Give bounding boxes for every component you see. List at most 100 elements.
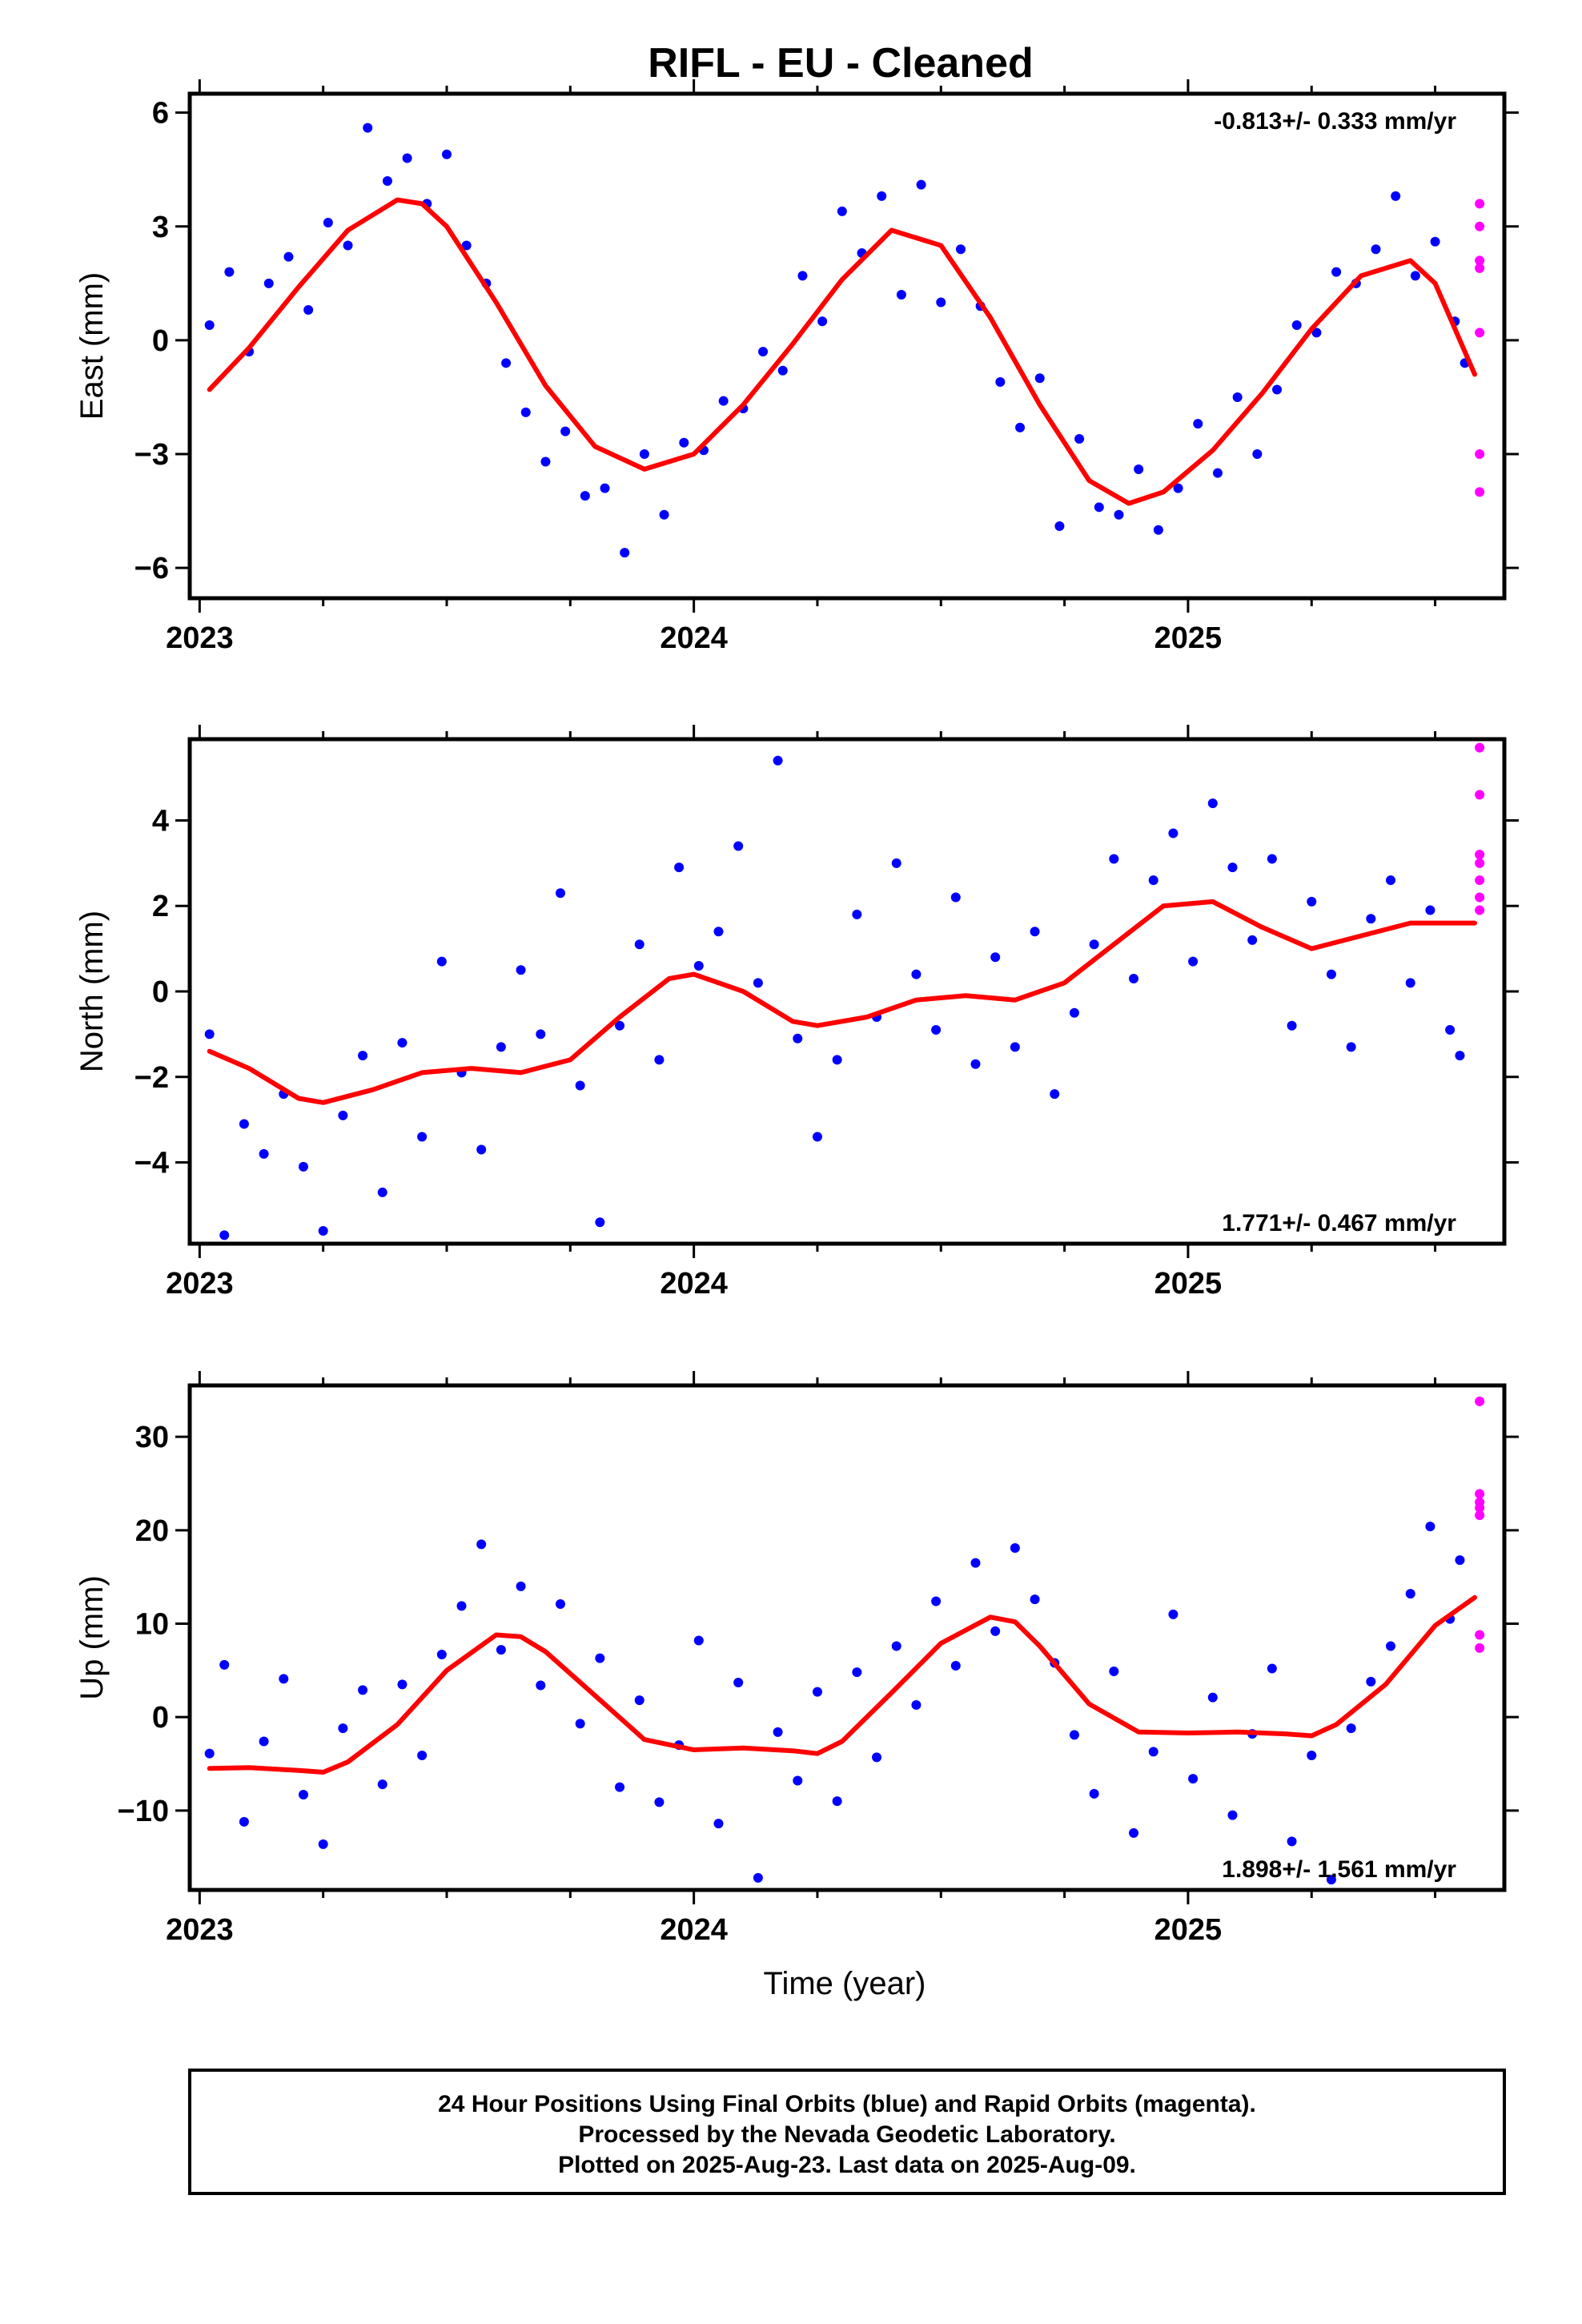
east-final-point xyxy=(303,305,314,315)
up-final-point xyxy=(1425,1522,1435,1532)
east-final-point xyxy=(1311,328,1322,338)
north-final-point xyxy=(1455,1051,1465,1061)
up-final-point xyxy=(239,1816,249,1827)
up-final-point xyxy=(338,1723,348,1734)
north-final-point xyxy=(204,1029,215,1039)
east-final-point xyxy=(1410,271,1420,281)
east-final-point xyxy=(402,153,412,163)
footer-line-3: Plotted on 2025-Aug-23. Last data on 202… xyxy=(558,2152,1136,2178)
north-final-point xyxy=(1010,1042,1020,1052)
north-final-point xyxy=(1168,828,1178,838)
east-final-point xyxy=(323,218,333,228)
east-final-point xyxy=(1054,521,1065,531)
up-final-point xyxy=(693,1635,704,1646)
up-final-point xyxy=(1405,1589,1415,1599)
north-final-point xyxy=(338,1110,348,1120)
north-final-point xyxy=(1089,939,1099,950)
up-final-point xyxy=(793,1775,803,1786)
north-final-point xyxy=(1346,1042,1356,1052)
up-final-point xyxy=(476,1539,487,1550)
up-final-point xyxy=(555,1599,565,1609)
east-final-point xyxy=(896,290,906,300)
east-final-point xyxy=(461,240,472,251)
east-final-point xyxy=(1114,509,1124,520)
north-panel: −4 −2 0 2 4 2023 2024 2025 North (mm) 1.771+/- 0.… xyxy=(74,725,1519,1301)
east-final-point xyxy=(1074,434,1085,444)
north-ytick-label: 4 xyxy=(152,804,169,838)
east-final-point xyxy=(1193,419,1203,429)
up-final-point xyxy=(1207,1692,1218,1703)
up-final-point xyxy=(891,1641,901,1651)
north-final-point xyxy=(773,755,783,766)
north-final-point xyxy=(496,1042,506,1052)
up-final-point xyxy=(298,1790,308,1799)
east-final-point xyxy=(777,365,788,376)
north-final-point xyxy=(1188,956,1199,967)
up-final-point xyxy=(595,1653,605,1663)
north-final-point xyxy=(1445,1025,1456,1035)
north-final-point xyxy=(555,888,565,899)
north-final-point xyxy=(239,1119,249,1129)
east-final-point xyxy=(204,320,215,330)
north-ytick-label: −2 xyxy=(135,1061,169,1095)
east-final-point xyxy=(1252,449,1263,459)
east-rate-label: -0.813+/- 0.333 mm/yr xyxy=(1214,108,1456,135)
up-rapid-point xyxy=(1475,1489,1485,1499)
east-final-point xyxy=(718,396,729,406)
east-final-point xyxy=(877,191,887,201)
north-final-point xyxy=(891,858,901,868)
east-rapid-point xyxy=(1475,199,1485,209)
north-final-point xyxy=(1307,896,1317,907)
north-final-point xyxy=(1148,875,1158,886)
east-final-point xyxy=(995,377,1006,387)
footer-line-2: Processed by the Nevada Geodetic Laborat… xyxy=(578,2121,1115,2148)
east-final-point xyxy=(797,271,808,281)
up-final-point xyxy=(1129,1827,1139,1838)
north-final-point xyxy=(1050,1089,1060,1100)
east-final-point xyxy=(1134,464,1144,474)
north-final-point xyxy=(911,969,921,979)
east-final-point xyxy=(283,251,294,262)
north-y-axis-label: North (mm) xyxy=(74,911,110,1072)
east-final-point xyxy=(620,548,630,558)
east-final-point xyxy=(1034,373,1045,384)
east-final-point xyxy=(916,179,926,190)
up-final-point xyxy=(970,1558,981,1568)
north-rapid-point xyxy=(1475,858,1485,868)
north-final-point xyxy=(417,1132,428,1142)
east-final-point xyxy=(1291,320,1302,330)
east-final-point xyxy=(936,297,946,308)
north-final-point xyxy=(595,1217,605,1228)
north-final-point xyxy=(436,956,447,967)
up-rapid-point xyxy=(1475,1396,1485,1406)
up-final-point xyxy=(1326,1875,1336,1885)
up-final-point xyxy=(1307,1751,1317,1760)
north-final-point xyxy=(615,1020,625,1031)
up-final-point xyxy=(832,1796,842,1807)
up-ytick-label: 0 xyxy=(152,1701,169,1735)
x-axis-label: Time (year) xyxy=(764,1966,926,2001)
up-rapid-point xyxy=(1475,1630,1485,1640)
east-xtick-label: 2024 xyxy=(660,621,728,655)
up-ytick-label: 30 xyxy=(135,1421,169,1454)
east-final-point xyxy=(441,149,452,159)
up-rate-label: 1.898+/- 1.561 mm/yr xyxy=(1222,1856,1456,1883)
east-final-point xyxy=(263,278,274,288)
up-final-point xyxy=(931,1596,942,1606)
north-final-point xyxy=(1287,1020,1297,1031)
up-ytick-label: 20 xyxy=(135,1514,169,1548)
north-final-point xyxy=(970,1059,981,1069)
up-fit-curve xyxy=(207,1594,1477,1775)
up-final-point xyxy=(753,1872,763,1883)
east-final-point xyxy=(1272,384,1283,395)
north-xtick-label: 2023 xyxy=(166,1267,234,1301)
east-final-point xyxy=(1212,468,1223,478)
north-final-point xyxy=(1227,862,1238,873)
east-rapid-point xyxy=(1475,255,1485,266)
up-rapid-point xyxy=(1475,1642,1485,1653)
east-final-point xyxy=(1094,502,1104,513)
up-final-point xyxy=(1287,1836,1297,1847)
east-ytick-label: 0 xyxy=(152,324,169,358)
up-final-point xyxy=(516,1581,526,1591)
